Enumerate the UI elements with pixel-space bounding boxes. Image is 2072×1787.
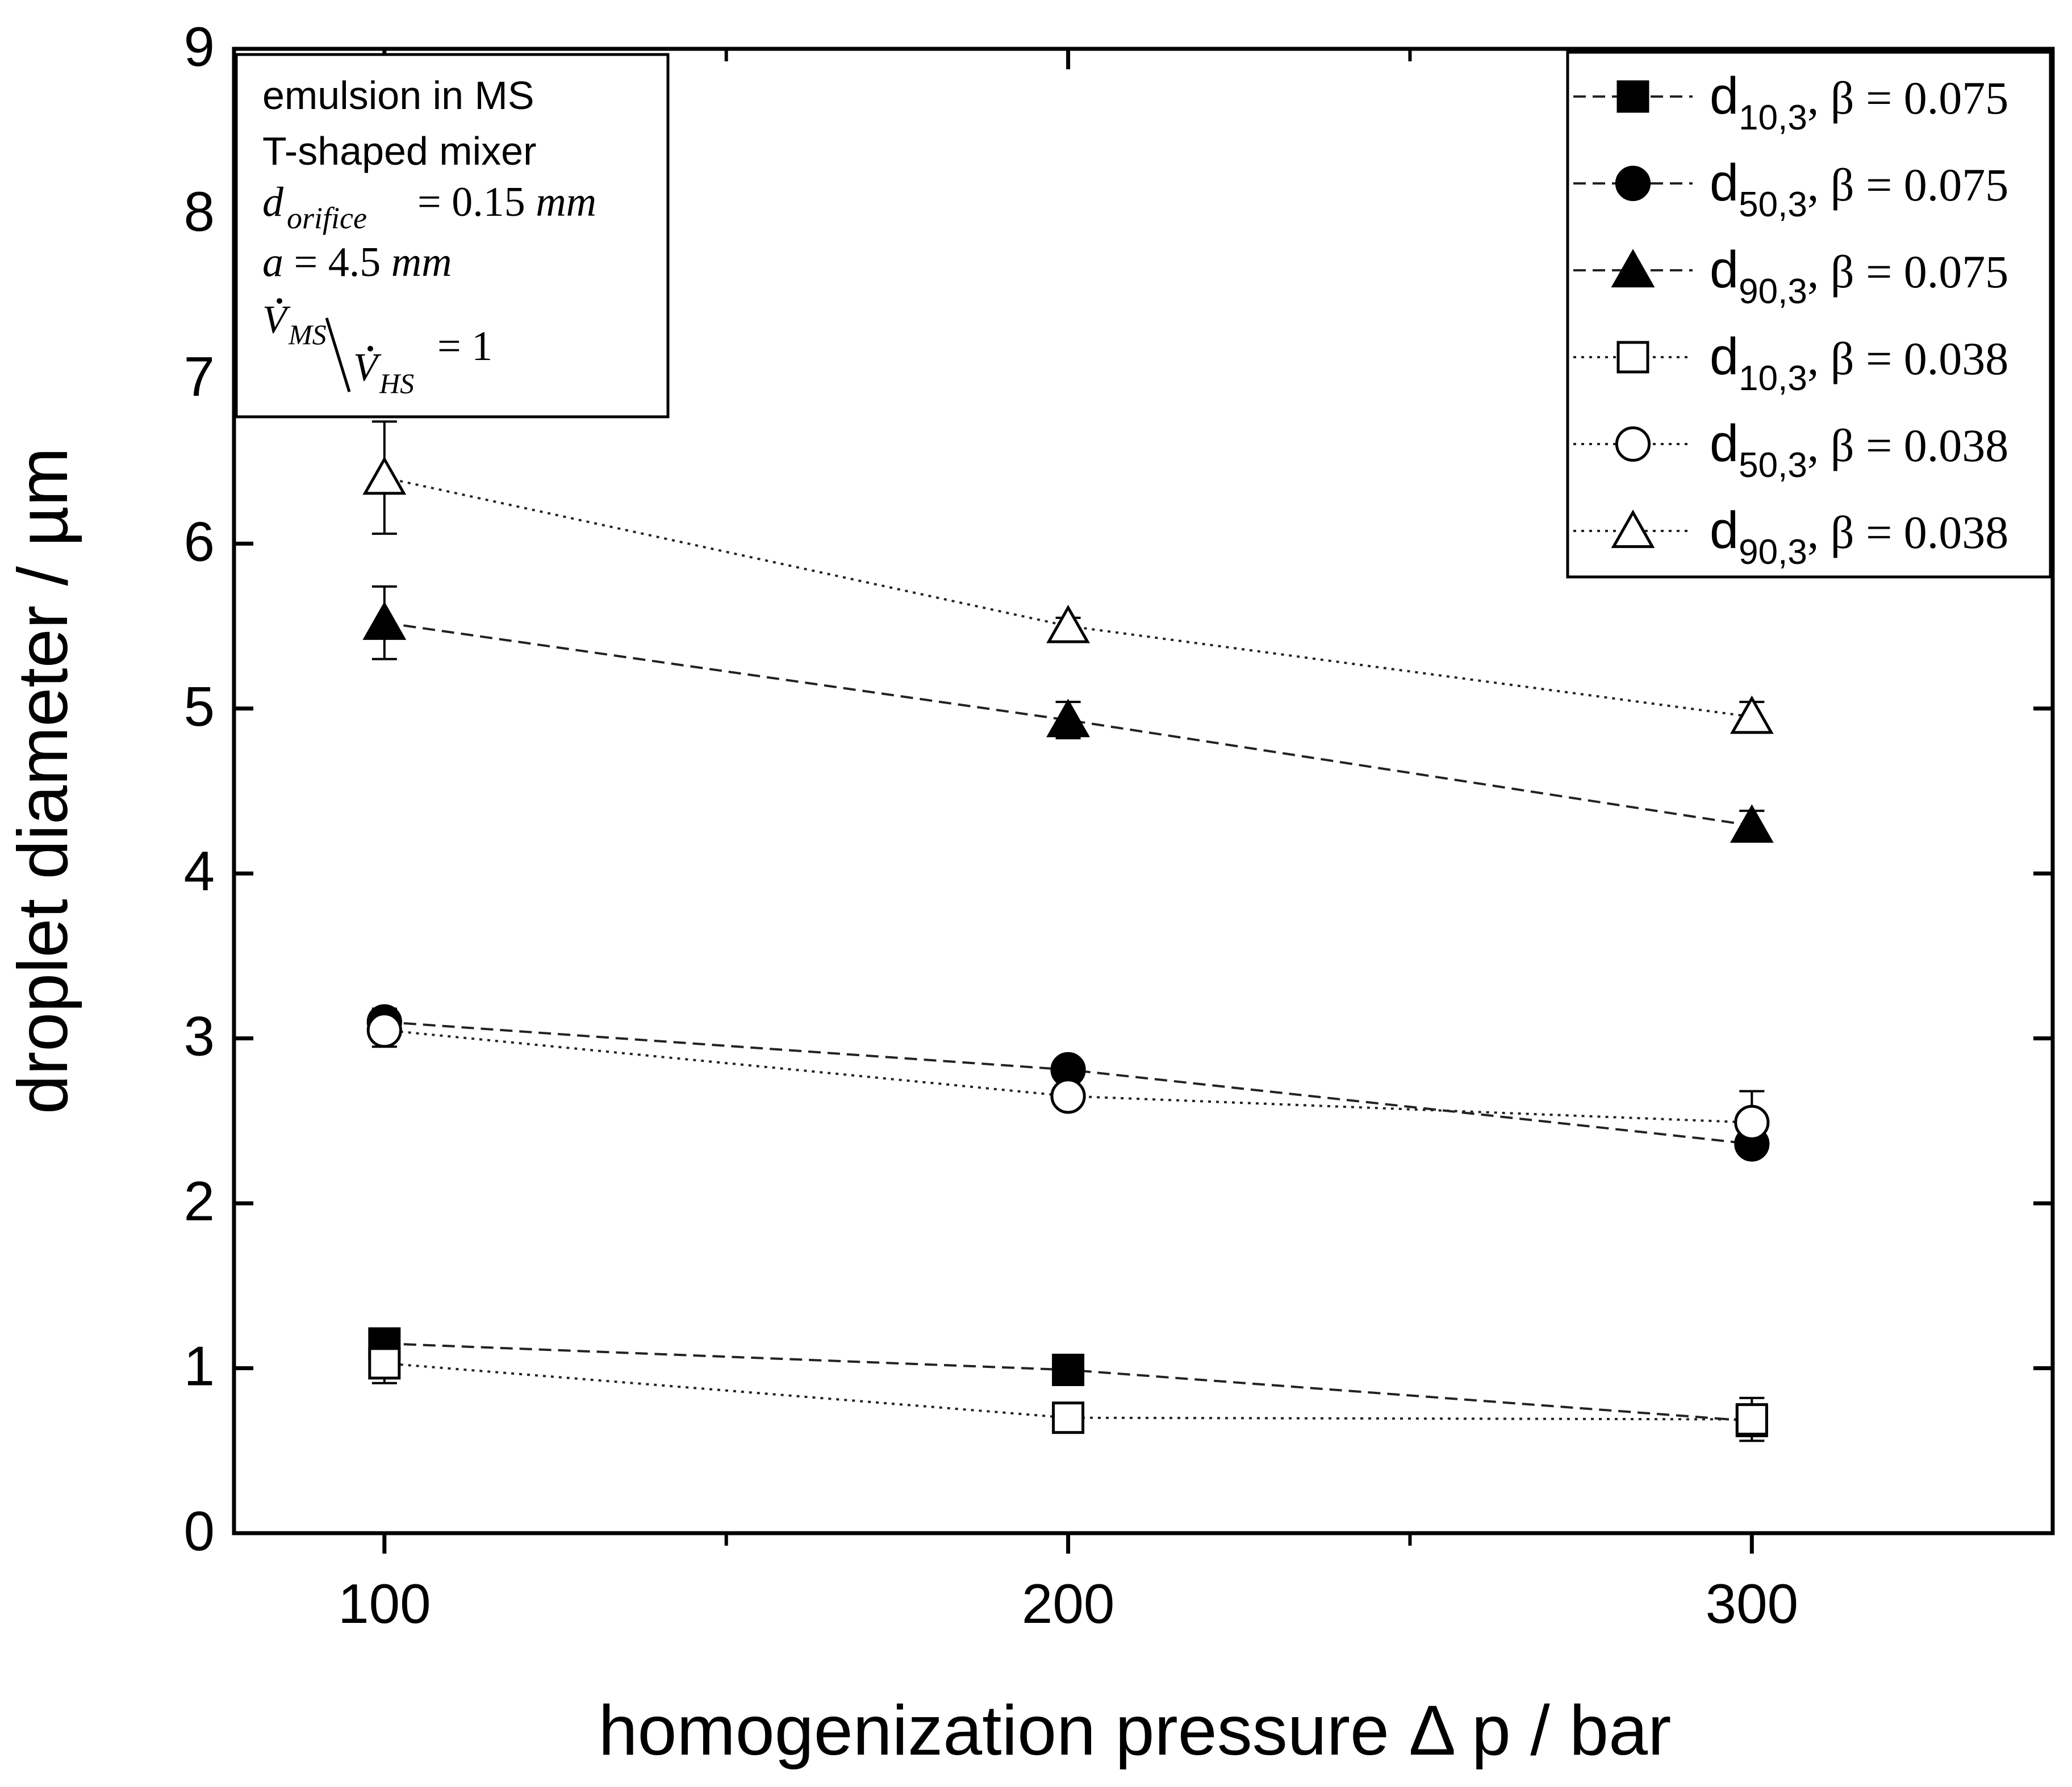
legend-marker (1611, 249, 1655, 288)
legend-entry: d90,3, β = 0.038 (1573, 501, 2008, 572)
data-point (1735, 1403, 1768, 1436)
x-tick-label: 200 (1022, 1572, 1115, 1635)
svg-text:= 1: = 1 (437, 323, 492, 370)
legend-label: d90,3, β = 0.038 (1710, 501, 2008, 572)
annotation-line-1: emulsion in MS (262, 73, 534, 118)
annotation-box: emulsion in MS T-shaped mixer d orifice … (235, 53, 670, 418)
legend-marker (1611, 509, 1655, 549)
legend-entries: d10,3, β = 0.075 d50,3, β = 0.075 d90,3, β… (1573, 67, 2008, 572)
annotation-line-5: V MS V HS = 1 (262, 298, 492, 399)
legend-label: d10,3, β = 0.075 (1710, 67, 2008, 137)
y-tick-label: 6 (183, 510, 215, 572)
data-point (362, 456, 407, 495)
legend-marker (1616, 80, 1649, 113)
svg-text:MS: MS (288, 319, 327, 350)
data-point (1052, 1353, 1085, 1386)
plot-frame (232, 47, 2055, 1535)
data-point (368, 1347, 401, 1380)
data-point (1046, 604, 1091, 643)
svg-text:V: V (353, 346, 382, 390)
data-markers (362, 456, 1774, 1437)
svg-text:= 0.15 mm: = 0.15 mm (417, 179, 596, 225)
annotation-frame (235, 53, 670, 418)
annotation-line-2: T-shaped mixer (262, 129, 536, 173)
y-tick-label: 3 (183, 1005, 215, 1068)
y-tick-label: 8 (183, 180, 215, 242)
y-tick-label: 0 (183, 1500, 215, 1562)
data-point (362, 601, 407, 640)
data-point (1734, 1104, 1770, 1140)
svg-text:a = 4.5 mm: a = 4.5 mm (262, 239, 452, 286)
x-axis-label: homogenization pressure Δ p / bar (599, 1692, 1672, 1770)
series-line (384, 476, 1752, 718)
plot-area-border (232, 47, 2055, 1535)
legend-entry: d90,3, β = 0.075 (1573, 241, 2008, 311)
y-axis-label: droplet diameter / µm (4, 447, 82, 1114)
data-point (1050, 1078, 1086, 1114)
x-tick-label: 300 (1706, 1572, 1799, 1635)
data-point (1730, 804, 1774, 843)
y-tick-label: 9 (183, 15, 215, 78)
y-tick-label: 7 (183, 345, 215, 408)
legend-entry: d50,3, β = 0.038 (1573, 415, 2008, 485)
legend-entry: d10,3, β = 0.038 (1573, 328, 2008, 398)
tick-labels: 0 1 2 3 4 5 6 7 8 9 100 200 300 (183, 15, 1798, 1635)
data-point (1052, 1401, 1085, 1434)
legend-entry: d10,3, β = 0.075 (1573, 67, 2008, 137)
y-tick-label: 1 (183, 1335, 215, 1397)
legend-label: d90,3, β = 0.075 (1710, 241, 2008, 311)
legend-label: d50,3, β = 0.038 (1710, 415, 2008, 485)
y-tick-label: 4 (183, 840, 215, 902)
series-line (384, 621, 1752, 827)
legend-label: d50,3, β = 0.075 (1710, 154, 2008, 224)
data-point (1730, 695, 1774, 734)
legend-label: d10,3, β = 0.038 (1710, 328, 2008, 398)
legend-marker (1616, 341, 1649, 374)
y-tick-label: 5 (183, 675, 215, 738)
legend-marker (1615, 165, 1651, 202)
svg-text:d: d (262, 179, 284, 225)
annotation-line-4: a = 4.5 mm (262, 239, 452, 286)
annotation-line-3: d orifice = 0.15 mm (262, 179, 596, 235)
y-tick-label: 2 (183, 1170, 215, 1232)
svg-text:orifice: orifice (287, 201, 367, 235)
legend-marker (1615, 426, 1651, 462)
data-point (1046, 698, 1091, 738)
legend-frame (1566, 51, 2052, 579)
x-tick-label: 100 (338, 1572, 431, 1635)
svg-text:HS: HS (379, 367, 414, 399)
svg-text:V: V (262, 298, 291, 342)
legend-entry: d50,3, β = 0.075 (1573, 154, 2008, 224)
legend: d10,3, β = 0.075 d50,3, β = 0.075 d90,3, β… (1566, 51, 2052, 579)
data-point (366, 1012, 402, 1048)
